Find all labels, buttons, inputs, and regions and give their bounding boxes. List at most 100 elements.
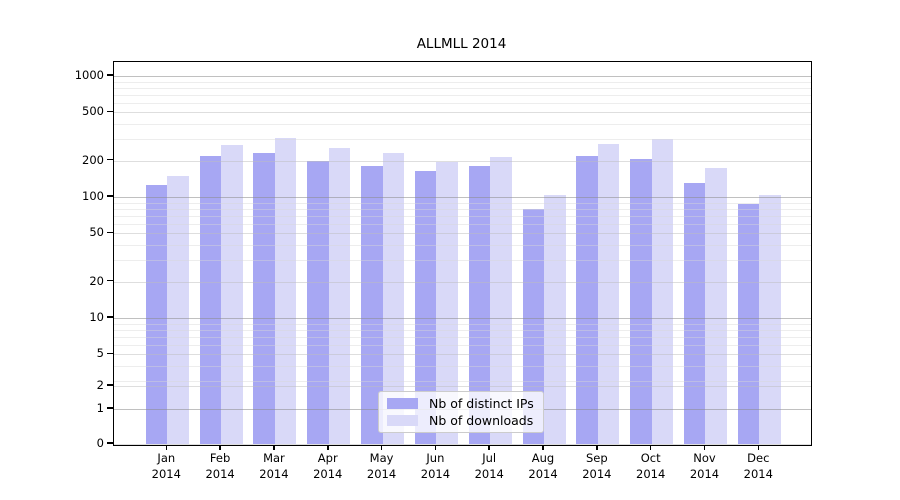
x-tick-aug (542, 445, 544, 450)
x-tick-year-jul: 2014 (474, 467, 504, 481)
y-tick-label-0: 0 (96, 436, 104, 450)
gridline-1000 (114, 76, 811, 77)
bar-dec-downloads (759, 195, 781, 444)
y-tick-label-100: 100 (82, 189, 104, 203)
y-tick-20 (107, 279, 113, 282)
gridline-minor-70 (114, 215, 811, 217)
gridline-minor-900 (114, 81, 811, 83)
x-tick-label-jul: Jul 2014 (449, 450, 529, 482)
bar-apr-downloads (328, 147, 351, 444)
gridline-minor-90 (114, 202, 811, 204)
bar-jun-downloads (436, 161, 458, 444)
bar-may-ips (361, 165, 383, 444)
y-tick-label-20: 20 (89, 273, 104, 288)
gridline-minor-40 (114, 245, 811, 247)
bar-apr-ips (307, 160, 329, 444)
x-tick-label-mar: Mar 2014 (234, 450, 314, 482)
legend-item-downloads: Nb of downloads (387, 413, 535, 428)
y-tick-label-500: 500 (82, 104, 104, 119)
x-tick-year-dec: 2014 (743, 467, 773, 481)
gridline-10 (114, 318, 811, 319)
x-tick-year-jun: 2014 (420, 467, 451, 481)
y-tick-label-200: 200 (82, 152, 104, 167)
bar-aug-ips (522, 208, 545, 444)
y-tick-100 (107, 195, 113, 197)
gridline-minor-600 (114, 102, 811, 104)
chart-title: ALLMLL 2014 (416, 36, 507, 52)
gridline-20 (114, 281, 811, 283)
x-tick-oct (649, 445, 652, 450)
x-tick-year-oct: 2014 (636, 467, 666, 481)
gridline-minor-60 (114, 223, 811, 225)
y-tick-1000 (107, 74, 113, 76)
x-tick-year-apr: 2014 (313, 467, 343, 481)
legend-swatch-distinct-ips (387, 398, 418, 409)
bar-oct-ips (630, 159, 652, 444)
x-tick-label-feb: Feb 2014 (180, 450, 260, 482)
plot-area (113, 61, 812, 446)
bar-jan-downloads (167, 176, 189, 444)
gridline-100 (114, 197, 811, 198)
x-tick-year-nov: 2014 (689, 467, 720, 481)
bar-may-downloads (382, 152, 405, 444)
y-tick-label-2: 2 (96, 378, 104, 392)
legend-item-distinct-ips: Nb of distinct IPs (387, 396, 535, 411)
bar-jun-ips (414, 170, 437, 444)
x-tick-feb (219, 445, 221, 450)
x-tick-label-dec: Dec 2014 (718, 450, 798, 482)
bar-feb-ips (199, 155, 222, 444)
legend: Nb of distinct IPs Nb of downloads (378, 391, 544, 433)
x-tick-year-jan: 2014 (151, 467, 181, 481)
y-tick-label-10: 10 (89, 310, 104, 324)
x-tick-label-oct: Oct 2014 (611, 450, 691, 482)
y-tick-500 (107, 110, 113, 113)
x-tick-sep (596, 445, 598, 450)
gridline-0 (114, 444, 811, 445)
x-tick-label-apr: Apr 2014 (288, 450, 368, 482)
x-tick-jun (434, 445, 437, 450)
legend-swatch-downloads (387, 415, 418, 426)
x-tick-year-may: 2014 (366, 467, 397, 481)
gridline-minor-800 (114, 87, 811, 89)
x-tick-year-feb: 2014 (205, 467, 235, 481)
x-tick-year-mar: 2014 (259, 467, 289, 481)
bar-mar-downloads (274, 138, 297, 444)
gridline-minor-30 (114, 260, 811, 262)
x-tick-may (380, 445, 383, 450)
y-tick-label-50: 50 (89, 225, 104, 240)
bar-mar-ips (253, 153, 275, 444)
x-tick-label-may: May 2014 (342, 450, 422, 482)
gridline-minor-7 (114, 336, 811, 338)
bar-jul-ips (468, 166, 491, 444)
bar-sep-downloads (597, 143, 620, 444)
bar-nov-downloads (705, 167, 727, 444)
x-tick-label-jan: Jan 2014 (126, 450, 206, 482)
x-tick-label-sep: Sep 2014 (557, 450, 637, 482)
bar-jul-downloads (490, 156, 512, 444)
y-tick-5 (107, 352, 113, 355)
y-tick-2 (107, 384, 113, 386)
legend-label-distinct-ips: Nb of distinct IPs (429, 396, 534, 411)
bar-sep-ips (576, 155, 598, 444)
gridline-minor-400 (114, 124, 811, 126)
gridline-minor-80 (114, 208, 811, 210)
gridline-minor-9 (114, 323, 811, 325)
bar-aug-downloads (544, 195, 566, 444)
y-tick-50 (107, 231, 113, 234)
y-tick-10 (107, 316, 113, 318)
x-tick-label-nov: Nov 2014 (664, 450, 744, 482)
x-tick-apr (327, 445, 329, 450)
y-tick-0 (107, 442, 113, 444)
bar-nov-ips (683, 183, 706, 444)
y-tick-1 (107, 407, 113, 409)
gridline-2 (114, 386, 811, 387)
gridline-500 (114, 112, 811, 114)
x-tick-dec (757, 445, 760, 450)
bar-feb-downloads (221, 144, 243, 444)
gridline-minor-8 (114, 329, 811, 331)
gridline-50 (114, 233, 811, 235)
y-tick-label-1000: 1000 (74, 68, 104, 82)
y-tick-label-5: 5 (96, 346, 104, 361)
bar-dec-ips (737, 204, 760, 444)
